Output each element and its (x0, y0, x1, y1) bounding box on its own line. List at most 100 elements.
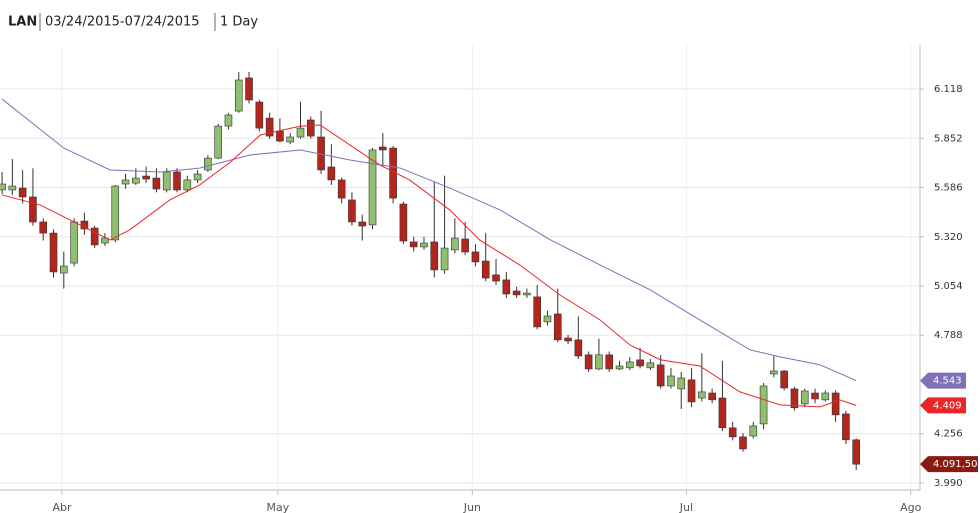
candle-body (492, 274, 500, 282)
candle-body (348, 199, 356, 223)
candle-body (564, 337, 572, 342)
x-tick-label: Jun (463, 501, 481, 513)
moving-average (1, 98, 857, 382)
candle-body (461, 238, 469, 253)
x-tick-label: May (266, 501, 289, 513)
candle-body (420, 242, 428, 248)
candle-body (193, 173, 202, 181)
candle-body (728, 427, 737, 438)
candle-body (173, 171, 181, 191)
candle-body (471, 251, 480, 263)
candle-body (574, 339, 583, 357)
candle-body (718, 397, 727, 429)
candle-body (790, 388, 799, 409)
candle-body (276, 130, 284, 142)
candle-body (306, 119, 315, 137)
value-tag-label: 4.409 (933, 400, 962, 411)
candle-body (533, 296, 541, 328)
y-tick-label: 4.788 (934, 330, 963, 341)
candle-body (811, 392, 819, 400)
candle-body (60, 265, 68, 274)
candle-body (39, 221, 48, 234)
candle-body (286, 136, 295, 143)
candle-body (667, 375, 675, 387)
candle-body (615, 365, 624, 370)
candle-body (337, 179, 346, 199)
candle-body (368, 149, 377, 226)
symbol: LAN (8, 15, 37, 30)
candle-body (399, 203, 408, 242)
candle-body (245, 77, 253, 101)
candle-body (214, 125, 222, 159)
y-tick-label: 5.852 (934, 133, 963, 144)
candle-body (698, 391, 706, 399)
y-tick-label: 3.990 (934, 478, 963, 489)
candle-body (101, 237, 109, 244)
candle-body (8, 185, 17, 191)
candle-body (142, 175, 150, 180)
y-tick-label: 4.256 (934, 429, 963, 440)
candle-body (358, 221, 367, 227)
value-tag (920, 372, 966, 389)
candle-body (265, 117, 274, 137)
candle-body (584, 354, 593, 370)
candle-body (553, 313, 562, 341)
candle-body (780, 370, 788, 389)
y-tick-label: 6.118 (934, 84, 963, 95)
candle-body (255, 101, 264, 129)
y-tick-label: 5.586 (934, 183, 963, 194)
candle-body (759, 385, 768, 425)
candle-body (18, 187, 27, 198)
candle-body (502, 279, 511, 295)
candle-body (687, 379, 696, 403)
moving-average (1, 124, 857, 408)
candle-body (708, 392, 716, 401)
candle-body (852, 439, 860, 465)
x-tick-label: Abr (53, 501, 73, 513)
candle-body (70, 221, 78, 264)
candle-body (656, 364, 665, 387)
candle-body (183, 179, 192, 191)
candle-body (234, 79, 243, 112)
candle-body (162, 171, 171, 191)
candle-body (121, 179, 130, 185)
date-range: 03/24/2015-07/24/2015 (45, 15, 200, 30)
candle-body (646, 362, 655, 369)
candle-body (204, 157, 212, 171)
candle-body (90, 227, 99, 246)
y-tick-label: 5.320 (934, 232, 963, 243)
value-tag-label: 4.091,50 (933, 459, 978, 470)
y-tick-label: 5.054 (934, 281, 963, 292)
candle-body (111, 185, 120, 241)
candle-body (739, 436, 747, 450)
candle-body (29, 196, 37, 223)
value-tag (920, 397, 966, 414)
candle-body (749, 425, 758, 437)
candle-body (440, 247, 449, 271)
candle-body (379, 146, 387, 151)
candle-body (605, 354, 614, 370)
candle-body (451, 237, 459, 251)
candle-body (0, 183, 6, 191)
candle-body (543, 315, 552, 323)
value-tag (920, 456, 978, 473)
x-tick-label: Jul (679, 501, 693, 513)
candle-body (831, 392, 840, 416)
candle-body (481, 260, 490, 279)
candle-body (842, 413, 850, 441)
candle-body (49, 232, 58, 273)
candle-body (636, 359, 644, 367)
interval: 1 Day (220, 15, 258, 30)
candle-body (224, 114, 233, 127)
candle-body (625, 361, 634, 369)
value-tag-label: 4.543 (933, 376, 962, 387)
candle-body (677, 377, 686, 390)
candle-body (296, 127, 305, 138)
candle-body (523, 292, 531, 296)
candle-body (327, 166, 336, 181)
candle-body (430, 241, 439, 271)
candle-body (821, 392, 830, 401)
candle-body (132, 177, 140, 184)
